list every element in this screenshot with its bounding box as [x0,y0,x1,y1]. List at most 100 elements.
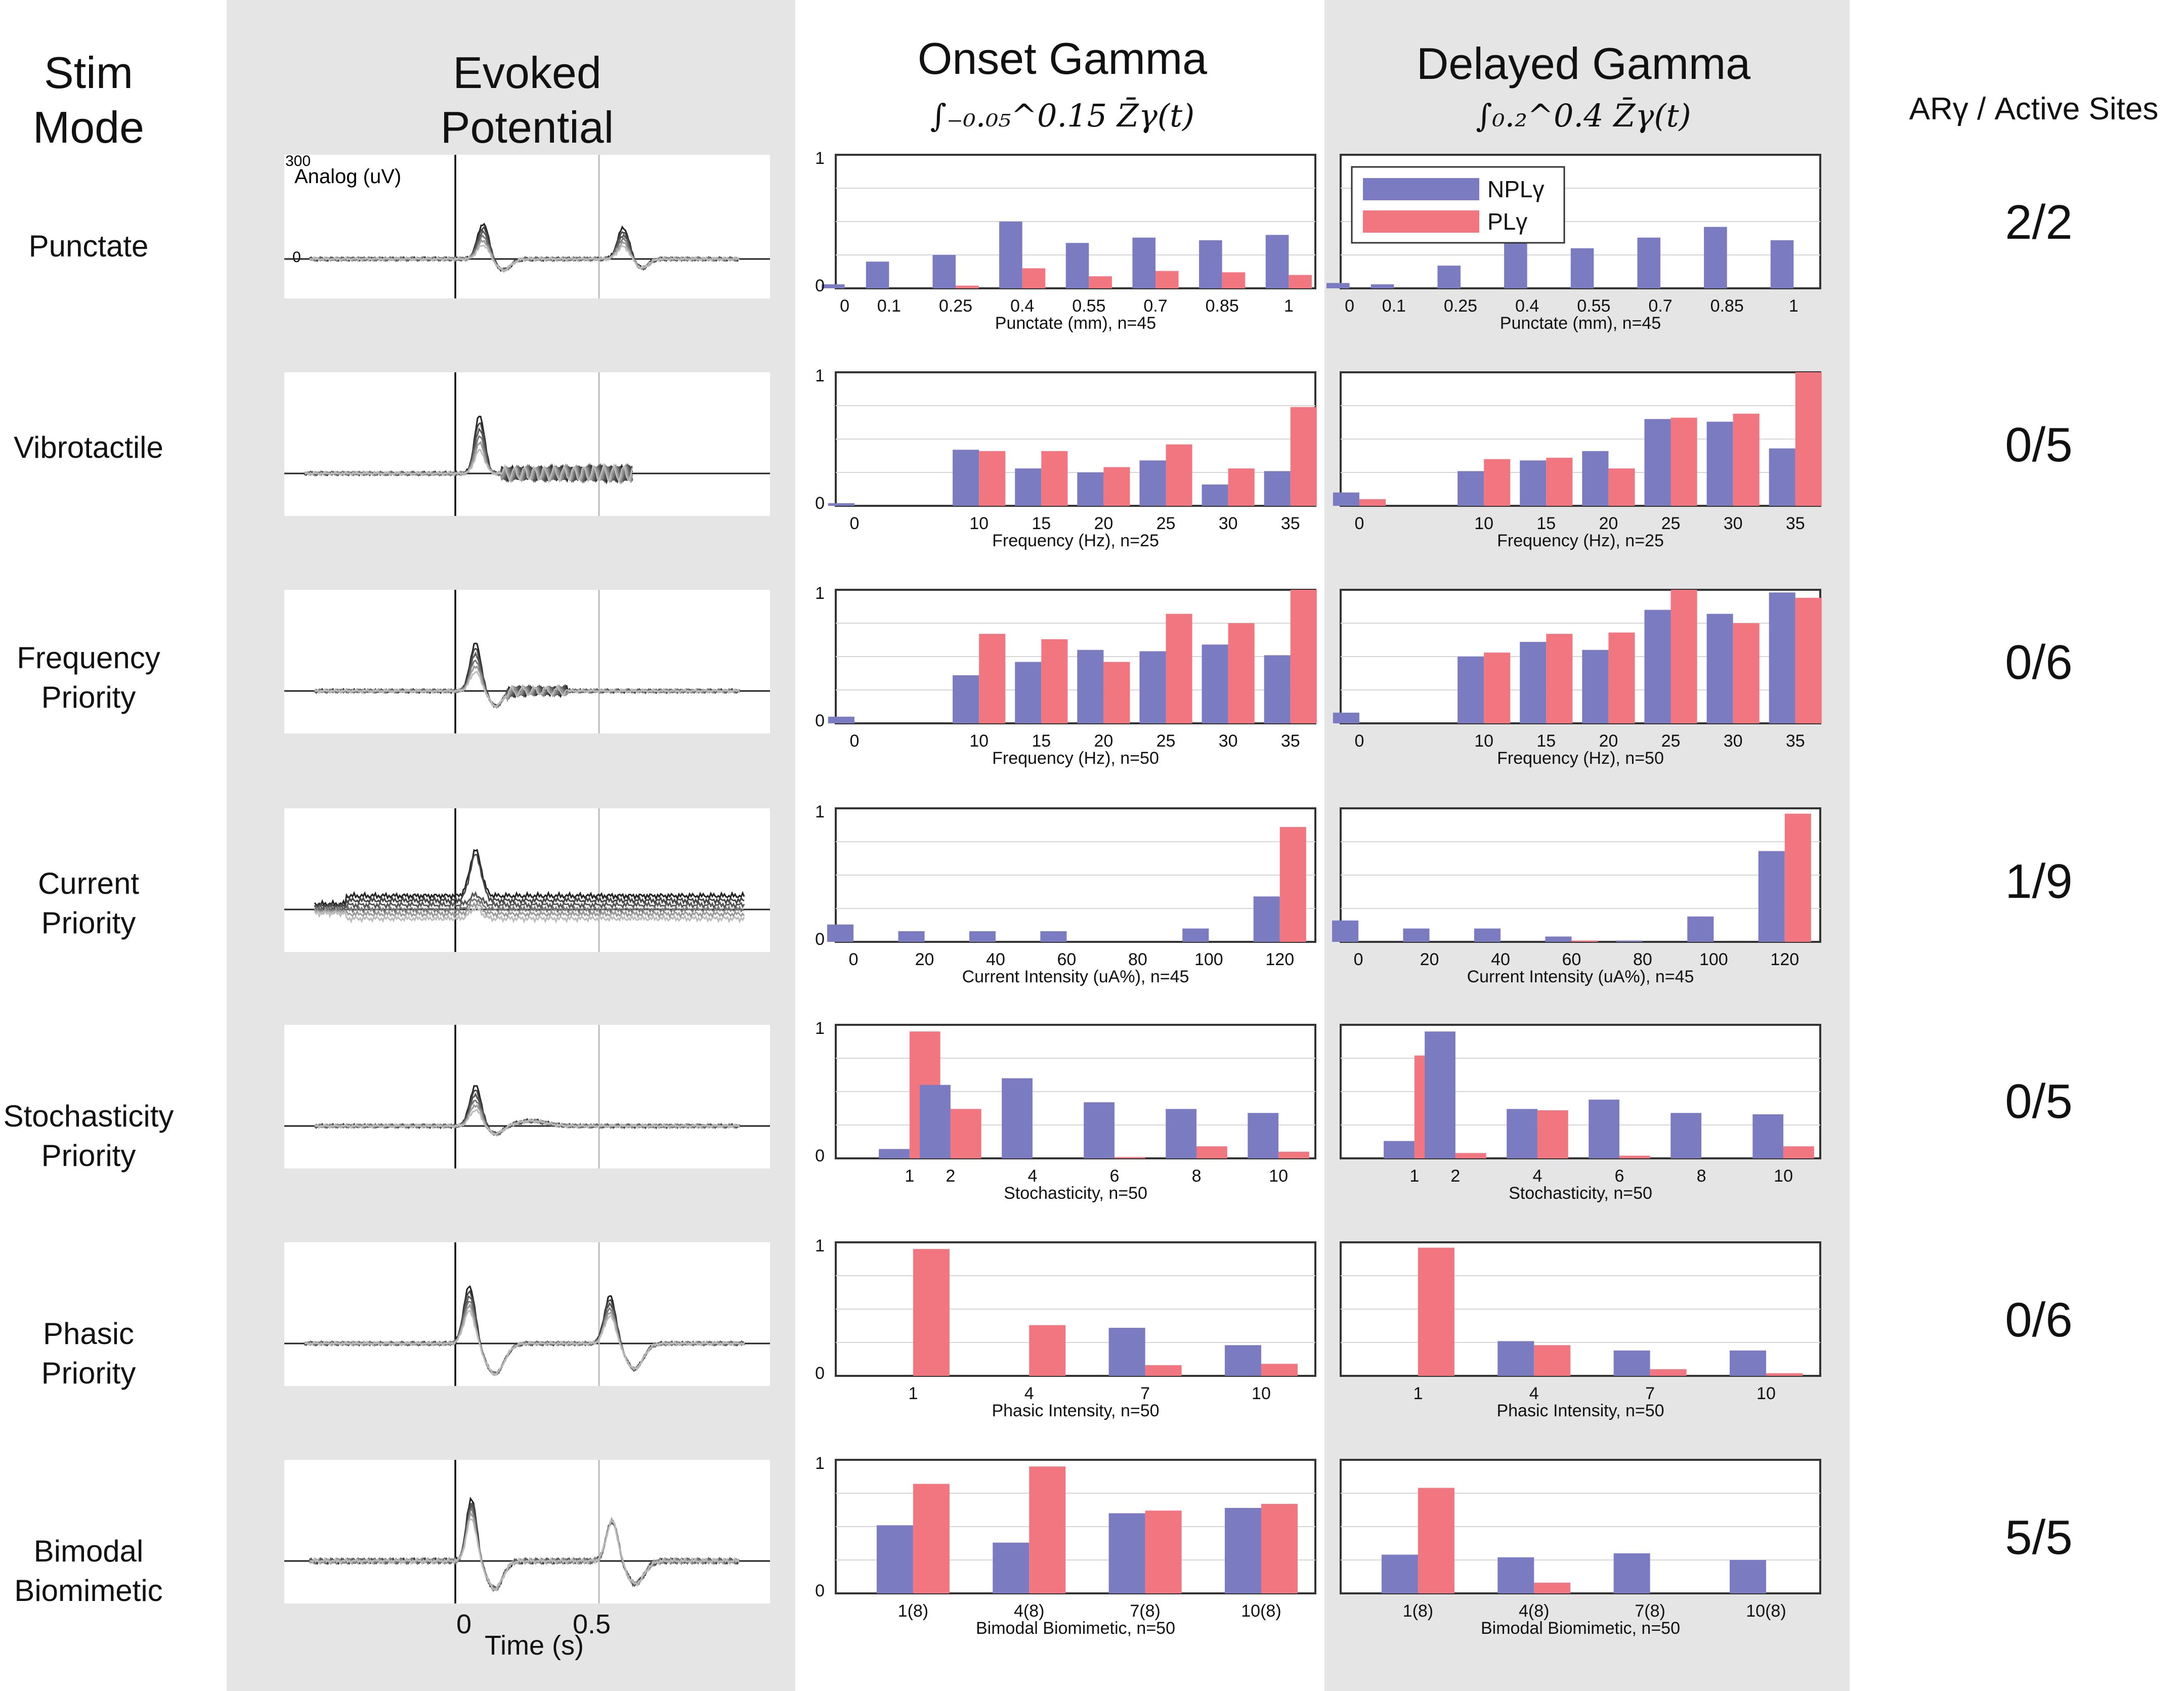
bar-npl [1497,1341,1534,1376]
bar-npl [1520,641,1547,723]
legend-label-pl: PLγ [1487,208,1527,235]
x-tick-label: 4(8) [1014,1601,1044,1621]
evoked-trace [314,849,745,908]
bar-npl [1616,940,1643,942]
bar-npl [1108,1513,1145,1593]
x-tick-label: 20 [1599,514,1618,533]
x-tick-label: 20 [915,950,934,969]
header-ar-active-sites: ARγ / Active Sites [1909,92,2159,126]
bar-npl [1139,651,1166,723]
bar-npl [1224,1345,1261,1376]
bar-npl [1758,851,1785,942]
x-tick-label: 10(8) [1241,1601,1281,1621]
y-tick-label: 0 [815,1364,825,1383]
row-label-current-priority: Current Priority [37,866,140,940]
row-label-frequency-priority: Frequency Priority [17,641,160,714]
evoked-traces [284,808,770,952]
x-tick-label: 10 [969,514,989,533]
bar-pl [1029,1325,1066,1376]
evoked-plot-vibrotactile [284,372,770,516]
bar-pl [1537,1110,1568,1158]
x-axis-label: Bimodal Biomimetic, n=50 [976,1619,1175,1638]
header-evoked-potential: Evoked Potential [440,48,614,152]
x-tick-label: 120 [1770,950,1799,969]
x-tick-label: 10 [1757,1384,1776,1403]
bar-pl [1155,271,1179,288]
x-tick-label: 35 [1786,731,1805,751]
evoked-plot-bimodal-biomimetic [284,1460,770,1603]
bar-pl [1795,372,1822,506]
bar-pl [1290,590,1317,723]
bar-chart-delayed-row-6: 1(8) 4(8) 7(8) 10(8) Bimodal Biomimetic, n=5… [1340,1459,1821,1638]
bar-npl [1132,237,1155,288]
bar-npl [821,284,845,288]
bar-pl [1228,468,1255,506]
x-tick-label: 0.1 [1382,296,1406,316]
bar-chart-onset-row-0: 0 0.1 0.25 0.4 0.55 0.7 0.85 1 Punctate (mm), n=… [815,149,1316,333]
y-tick-label: 1 [815,802,825,821]
bar-pl [1546,634,1573,723]
bar-npl [876,1525,913,1593]
x-tick-label: 2 [1450,1166,1460,1186]
x-tick-label: 60 [1562,950,1581,969]
bar-npl [828,716,854,723]
y-tick-label: 1 [815,1019,825,1038]
bar-pl [1166,444,1192,506]
bar-npl [1381,1554,1418,1593]
bar-npl [1077,472,1104,506]
evoked-traces [284,1025,770,1168]
bar-pl [1103,662,1130,723]
bar-npl [1437,266,1461,288]
bar-npl [1474,928,1501,942]
x-tick-label: 10 [1774,1166,1793,1186]
bar-npl [1706,614,1733,723]
bar-npl [866,262,889,288]
x-axis-label: Frequency (Hz), n=25 [1497,531,1664,550]
bar-npl [1637,237,1660,288]
bar-pl [1546,457,1573,506]
x-tick-label: 10 [969,731,989,751]
bar-npl [1704,227,1727,288]
legend: NPLγ PLγ [1351,166,1565,244]
bar-pl [1145,1365,1182,1376]
row-label-bimodal-biomimetic: Bimodal Biomimetic [14,1534,163,1608]
bar-npl [1015,662,1042,723]
x-tick-label: 10 [1474,514,1493,533]
evoked-plot-phasic-priority [284,1242,770,1386]
onset-formula: ∫₋₀.₀₅^0.15 Z̄γ(t) [930,97,1195,134]
bar-pl [913,1249,950,1376]
x-axis-label: Bimodal Biomimetic, n=50 [1481,1619,1680,1638]
bar-pl [1041,639,1068,723]
bar-npl [1333,492,1359,506]
bar-chart-onset-row-6: 1(8) 4(8) 7(8) 10(8) Bimodal Biomimetic, n=5… [815,1454,1316,1638]
evoked-analog-label: Analog (uV) [294,165,401,188]
bar-chart-delayed-row-1: 0 10 15 20 25 30 35 Frequency (Hz), n=25 [1333,371,1822,550]
bar-pl [1534,1582,1571,1593]
bar-pl [1041,451,1068,506]
bar-pl [1418,1247,1454,1376]
bar-npl [1706,421,1733,506]
bar-npl [1139,460,1166,506]
evoked-trace [314,891,745,912]
x-tick-label: 10(8) [1746,1601,1786,1621]
x-tick-label: 15 [1032,514,1051,533]
bar-pl [1289,275,1312,288]
bar-pl [1733,623,1760,723]
x-tick-label: 0 [1354,731,1364,751]
bar-pl [1784,813,1811,942]
evoked-plot-stochasticity-priority [284,1025,770,1168]
x-tick-label: 1 [1284,296,1294,316]
bar-npl [1644,419,1671,506]
bar-pl [1278,1151,1309,1158]
evoked-traces [284,372,770,516]
bar-npl [1015,468,1042,506]
x-axis-label: Punctate (mm), n=45 [1500,314,1661,333]
evoked-plot-punctate: 300 0 Analog (uV) [284,155,770,298]
bar-npl [1182,928,1209,942]
evoked-x-zero-label: 0 [456,1609,472,1639]
bar-pl [979,451,1006,506]
x-axis-label: Phasic Intensity, n=50 [1496,1401,1664,1420]
evoked-trace [314,671,741,709]
bar-pl [913,1484,950,1593]
x-tick-label: 4 [1529,1384,1539,1403]
